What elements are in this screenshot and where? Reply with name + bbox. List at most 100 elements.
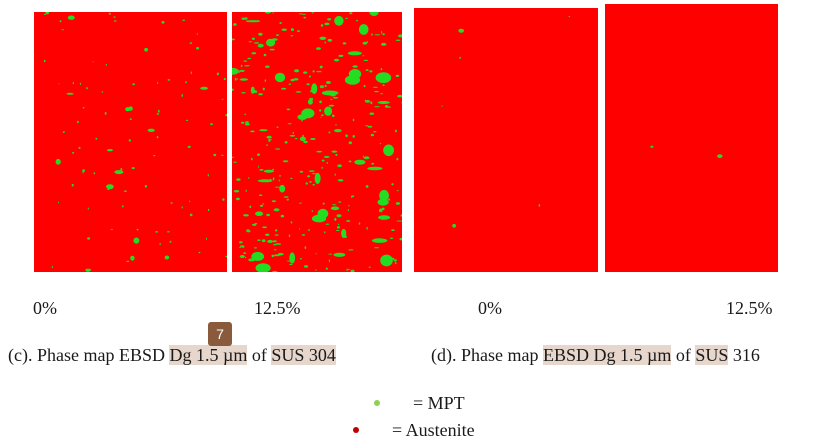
mpt-grain	[257, 43, 264, 48]
mpt-grain	[299, 170, 304, 173]
mpt-grain	[371, 33, 373, 36]
mpt-grain	[250, 86, 255, 94]
mpt-grain	[303, 140, 308, 144]
mpt-grain	[374, 90, 379, 93]
mpt-grain	[306, 83, 310, 86]
mpt-grain	[79, 82, 81, 86]
mpt-grain	[377, 101, 390, 104]
caption-c-dg-highlight[interactable]: Dg 1.5 µm	[169, 345, 248, 365]
mpt-grain	[275, 148, 281, 150]
caption-c-of: of	[247, 345, 272, 365]
mpt-grain	[354, 159, 366, 165]
caption-d-of: of	[671, 345, 696, 365]
mpt-grain	[289, 252, 296, 264]
mpt-grain	[324, 231, 326, 234]
mpt-grain	[327, 18, 332, 21]
mpt-grain	[379, 143, 382, 145]
mpt-grain	[290, 78, 295, 82]
mpt-grain	[340, 254, 343, 257]
mpt-grain	[252, 223, 257, 226]
mpt-grain	[298, 13, 303, 15]
mpt-grain	[258, 93, 263, 96]
mpt-grain	[200, 86, 209, 90]
mpt-grain	[245, 123, 250, 126]
mpt-grain	[263, 53, 267, 57]
mpt-grain	[366, 41, 368, 43]
mpt-grain	[330, 94, 336, 97]
mpt-grain	[272, 240, 277, 243]
mpt-grain	[348, 205, 350, 207]
mpt-grain	[398, 34, 402, 38]
mpt-grain	[368, 266, 371, 268]
mpt-grain	[129, 118, 132, 120]
mpt-grain	[257, 20, 260, 22]
mpt-grain	[288, 234, 291, 238]
mpt-grain	[299, 258, 303, 260]
mpt-grain	[290, 221, 293, 224]
mpt-grain	[319, 100, 322, 104]
mpt-grain	[311, 12, 314, 14]
mpt-grain	[266, 38, 276, 47]
mpt-grain	[265, 65, 270, 68]
mpt-grain	[58, 83, 60, 85]
annotation-badge[interactable]: 7	[208, 322, 232, 346]
mpt-grain	[92, 61, 94, 63]
mpt-grain	[334, 129, 342, 133]
mpt-grain	[263, 266, 268, 268]
mpt-grain	[375, 72, 392, 84]
mpt-grain	[259, 194, 263, 196]
mpt-grain	[332, 97, 339, 99]
mpt-grain	[369, 70, 373, 73]
caption-d-material-highlight[interactable]: SUS	[695, 345, 729, 365]
mpt-grain	[236, 178, 241, 181]
mpt-grain	[311, 83, 318, 95]
mpt-grain	[273, 208, 280, 212]
caption-d-ebsd-highlight[interactable]: EBSD Dg 1.5 µm	[542, 345, 672, 365]
mpt-grain	[276, 126, 279, 128]
legend-austenite-label: = Austenite	[392, 420, 475, 440]
mpt-grain	[309, 75, 311, 78]
mpt-grain	[85, 268, 92, 272]
mpt-grain	[62, 131, 65, 133]
mpt-grain	[241, 17, 246, 20]
mpt-grain	[327, 38, 333, 42]
mpt-grain	[395, 74, 400, 77]
mpt-grain	[369, 12, 379, 16]
mpt-grain	[328, 253, 332, 255]
mpt-grain	[352, 65, 358, 68]
mpt-grain	[106, 149, 113, 152]
mpt-grain	[239, 246, 241, 249]
mpt-grain	[157, 81, 159, 85]
mpt-grain	[347, 51, 362, 56]
mpt-grain	[43, 59, 46, 63]
mpt-grain	[717, 154, 723, 159]
mpt-grain	[381, 42, 387, 46]
mpt-grain	[320, 24, 324, 27]
mpt-grain	[51, 266, 54, 268]
mpt-grain	[303, 71, 308, 74]
mpt-grain	[189, 200, 191, 203]
panel-label-c-0: 0%	[33, 298, 57, 318]
mpt-grain	[345, 17, 348, 20]
mpt-grain	[349, 12, 353, 15]
mpt-grain	[164, 255, 170, 260]
mpt-grain	[278, 175, 282, 177]
mpt-grain	[234, 71, 241, 73]
mpt-grain	[156, 136, 159, 139]
mpt-grain	[323, 155, 330, 158]
mpt-grain	[369, 112, 375, 115]
caption-c-material-highlight[interactable]: SUS 304	[271, 345, 336, 365]
mpt-grain	[76, 120, 79, 124]
mpt-grain	[255, 211, 264, 216]
mpt-grain	[248, 41, 252, 43]
mpt-grain	[265, 12, 271, 14]
mpt-grain	[319, 36, 327, 40]
mpt-grain	[338, 54, 344, 58]
mpt-grain	[452, 223, 456, 228]
mpt-grain	[262, 87, 265, 91]
mpt-grain	[257, 239, 261, 241]
mpt-grain	[243, 252, 247, 255]
mpt-speckle-layer	[650, 145, 723, 159]
mpt-grain	[181, 206, 183, 209]
mpt-grain	[196, 33, 198, 35]
